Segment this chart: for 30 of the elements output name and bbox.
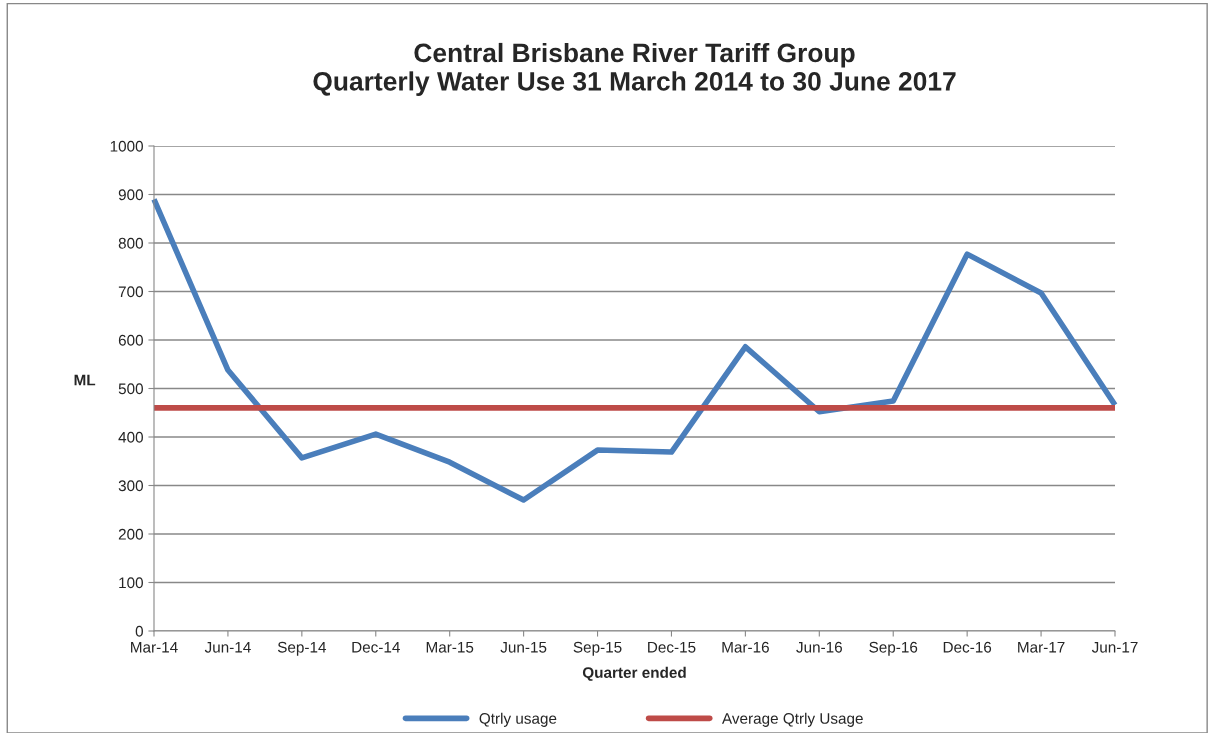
x-tick-label: Mar-17 — [1018, 641, 1065, 653]
y-axis-title: ML — [74, 374, 96, 386]
y-tick-label: 700 — [118, 286, 143, 298]
x-tick-label: Mar-16 — [722, 641, 769, 653]
legend-label: Qtrly usage — [479, 712, 557, 727]
x-tick-label: Sep-16 — [869, 641, 918, 656]
y-tick-label: 200 — [118, 528, 143, 540]
y-tick-label: 900 — [118, 189, 143, 201]
y-tick-label: 800 — [118, 237, 143, 249]
x-tick-label: Dec-14 — [352, 641, 400, 653]
x-tick-label: Sep-14 — [277, 641, 327, 656]
y-tick-label: 600 — [118, 334, 143, 346]
y-tick-label: 0 — [135, 625, 143, 637]
chart-title: Central Brisbane River Tariff Group Quarterly Water Use 31 March 2014 to 30 June 2017 — [313, 42, 956, 96]
y-tick-label: 400 — [118, 431, 143, 443]
x-tick-label: Dec-16 — [943, 641, 992, 653]
legend-label: Average Qtrly Usage — [721, 712, 863, 727]
x-tick-label: Dec-15 — [648, 641, 696, 653]
x-tick-label: Sep-15 — [573, 641, 622, 656]
x-tick-label: Jun-16 — [796, 641, 842, 653]
y-tick-label: 500 — [118, 383, 143, 395]
x-tick-label: Jun-15 — [500, 641, 547, 653]
y-tick-label: 1000 — [110, 140, 143, 152]
x-axis-title: Quarter ended — [582, 666, 686, 681]
y-tick-label: 300 — [118, 480, 143, 492]
x-tick-label: Jun-14 — [204, 641, 251, 653]
y-tick-label: 100 — [119, 577, 143, 589]
x-tick-label: Mar-15 — [426, 641, 474, 653]
x-tick-label: Jun-17 — [1091, 641, 1138, 653]
x-tick-label: Mar-14 — [131, 641, 178, 653]
